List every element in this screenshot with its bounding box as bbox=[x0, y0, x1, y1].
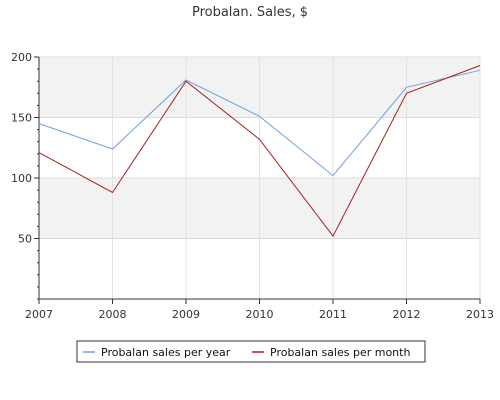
x-tick-label: 2007 bbox=[25, 308, 53, 321]
x-tick-label: 2010 bbox=[246, 308, 274, 321]
x-tick-label: 2008 bbox=[99, 308, 127, 321]
x-tick-label: 2009 bbox=[172, 308, 200, 321]
legend: Probalan sales per year Probalan sales pe… bbox=[76, 340, 426, 363]
legend-label-1: Probalan sales per year bbox=[101, 346, 231, 359]
legend-box bbox=[76, 340, 426, 363]
series-line-2 bbox=[38, 65, 481, 238]
y-tick-label: 50 bbox=[18, 233, 32, 246]
x-tick-label: 2013 bbox=[466, 308, 494, 321]
y-tick-label: 200 bbox=[11, 51, 32, 64]
y-tick-label: 150 bbox=[11, 112, 32, 125]
x-tick-label: 2012 bbox=[393, 308, 421, 321]
y-tick-label: 100 bbox=[11, 172, 32, 185]
x-tick-label: 2011 bbox=[319, 308, 347, 321]
series-line-1 bbox=[38, 69, 481, 177]
axes: 50 100 150 200 2007 2008 2009 2010 2011 2012 2013 bbox=[11, 51, 494, 321]
chart-title: Probalan. Sales, $ bbox=[192, 5, 308, 20]
series-lines bbox=[38, 65, 481, 238]
legend-label-2: Probalan sales per month bbox=[270, 346, 410, 359]
